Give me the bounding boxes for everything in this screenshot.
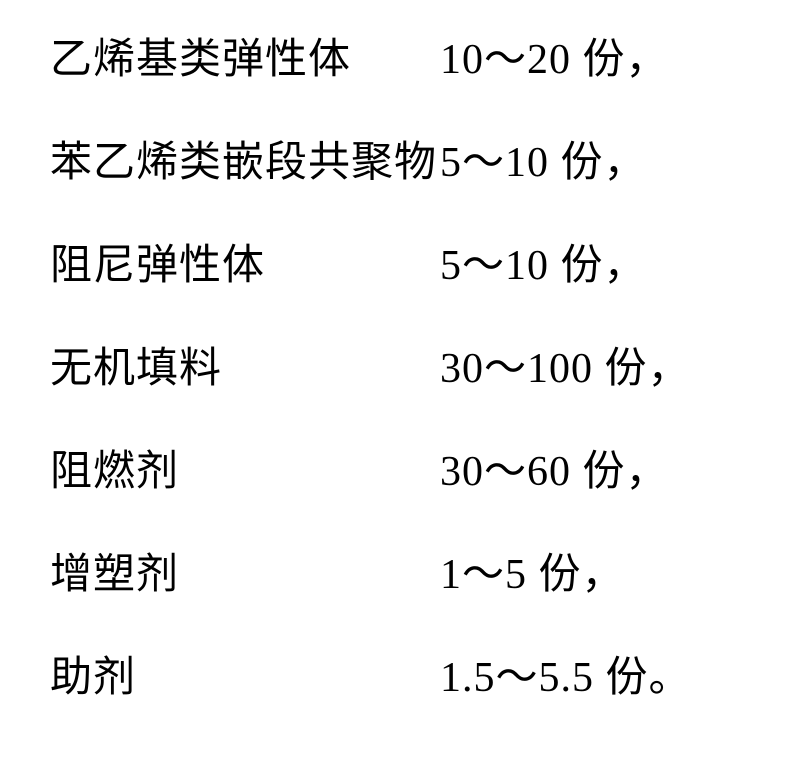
ingredient-row: 增塑剂 1～5 份，: [50, 540, 770, 601]
ingredient-label: 苯乙烯类嵌段共聚物: [50, 128, 440, 189]
ingredient-label: 阻燃剂: [50, 437, 440, 498]
ingredient-label: 增塑剂: [50, 540, 440, 601]
ingredient-row: 助剂 1.5～5.5 份。: [50, 643, 770, 704]
ingredient-value: 30～100 份，: [440, 334, 691, 395]
ingredient-label: 阻尼弹性体: [50, 231, 440, 292]
ingredient-value: 5～10 份，: [440, 231, 647, 292]
ingredient-value: 10～20 份，: [440, 25, 669, 86]
ingredient-label: 无机填料: [50, 334, 440, 395]
ingredient-value: 5～10 份，: [440, 128, 647, 189]
ingredient-value: 1.5～5.5 份。: [440, 643, 692, 704]
ingredient-row: 阻尼弹性体 5～10 份，: [50, 231, 770, 292]
ingredient-row: 苯乙烯类嵌段共聚物 5～10 份，: [50, 128, 770, 189]
ingredient-row: 阻燃剂 30～60 份，: [50, 437, 770, 498]
formulation-list: 乙烯基类弹性体 10～20 份， 苯乙烯类嵌段共聚物 5～10 份， 阻尼弹性体…: [0, 0, 800, 766]
ingredient-row: 无机填料 30～100 份，: [50, 334, 770, 395]
ingredient-row: 乙烯基类弹性体 10～20 份，: [50, 25, 770, 86]
ingredient-value: 30～60 份，: [440, 437, 669, 498]
ingredient-label: 助剂: [50, 643, 440, 704]
ingredient-label: 乙烯基类弹性体: [50, 25, 440, 86]
ingredient-value: 1～5 份，: [440, 540, 625, 601]
